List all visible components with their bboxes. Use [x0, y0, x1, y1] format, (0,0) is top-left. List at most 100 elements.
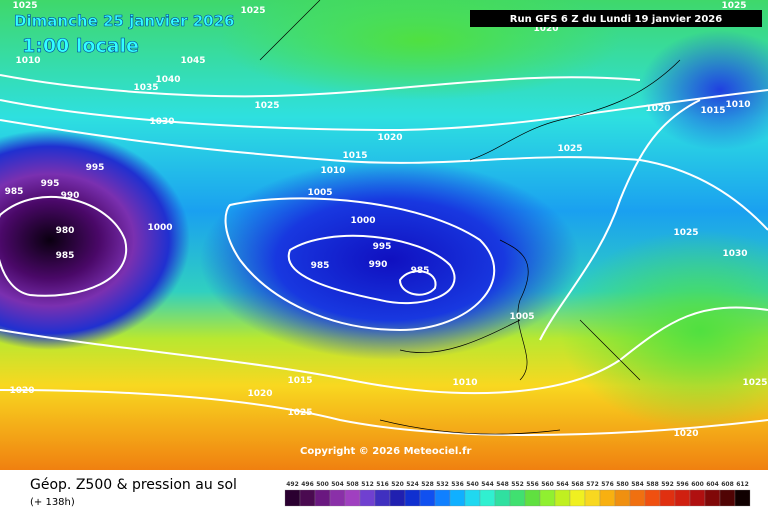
isobar-label: 1015: [700, 106, 725, 116]
color-scale: 492 496 500 504 508 512 516 520 524 528 532 536 540 5…: [284, 481, 751, 507]
scale-label: 592: [661, 481, 674, 488]
scale-swatch: [539, 489, 556, 507]
scale-swatch: [344, 489, 361, 507]
scale-swatch: [584, 489, 601, 507]
date: Dimanche 25 janvier 2026: [14, 12, 235, 30]
isobar-label: 1020: [673, 429, 698, 439]
scale-label: 556: [526, 481, 539, 488]
scale-label: 608: [721, 481, 734, 488]
scale-label: 496: [301, 481, 314, 488]
isobar-label: 985: [56, 251, 75, 261]
scale-swatch: [494, 489, 511, 507]
isobar-label: 985: [411, 266, 430, 276]
scale-label: 604: [706, 481, 719, 488]
scale-label: 596: [676, 481, 689, 488]
scale-swatch: [449, 489, 466, 507]
scale-label: 568: [571, 481, 584, 488]
field: [560, 230, 768, 430]
footer-title: Géop. Z500 & pression au sol: [30, 477, 237, 493]
scale-swatch: [599, 489, 616, 507]
isobar-label: 1010: [725, 100, 750, 110]
scale-swatch: [329, 489, 346, 507]
isobar-label: 1010: [320, 166, 345, 176]
scale-swatch: [629, 489, 646, 507]
scale-swatch: [614, 489, 631, 507]
isobar-label: 980: [56, 226, 75, 236]
scale-swatch: [434, 489, 451, 507]
scale-swatch: [509, 489, 526, 507]
isobar-label: 1000: [350, 216, 375, 226]
scale-swatch: [644, 489, 661, 507]
scale-swatch: [479, 489, 496, 507]
isobar-label: 1015: [342, 151, 367, 161]
scale-label: 588: [646, 481, 659, 488]
scale-label: 584: [631, 481, 644, 488]
scale-swatch: [704, 489, 721, 507]
scale-label: 580: [616, 481, 629, 488]
scale-swatch: [524, 489, 541, 507]
scale-swatch: [734, 489, 751, 507]
isobar-label: 1025: [673, 228, 698, 238]
scale-label: 540: [466, 481, 479, 488]
scale-swatch: [554, 489, 571, 507]
isobar-label: 1025: [721, 1, 746, 11]
isobar-label: 1030: [722, 249, 747, 259]
scale-swatch: [389, 489, 406, 507]
field: [200, 160, 580, 360]
run-info: Run GFS 6 Z du Lundi 19 janvier 2026: [510, 14, 722, 25]
copyright: Copyright © 2026 Meteociel.fr: [300, 446, 471, 457]
isobar-label: 1025: [742, 378, 767, 388]
isobar-label: 995: [86, 163, 105, 173]
isobar-label: 990: [61, 191, 80, 201]
isobar-label: 1025: [557, 144, 582, 154]
scale-swatch: [314, 489, 331, 507]
scale-swatch: [569, 489, 586, 507]
scale-label: 528: [421, 481, 434, 488]
scale-label: 492: [286, 481, 299, 488]
isobar-label: 1035: [133, 83, 158, 93]
isobar-label: 1025: [12, 1, 37, 11]
isobar-label: 1005: [307, 188, 332, 198]
coastlines: [259, 0, 681, 435]
isobar-label: 990: [369, 260, 388, 270]
scale-swatch: [719, 489, 736, 507]
scale-label: 572: [586, 481, 599, 488]
isobar-label: 1015: [287, 376, 312, 386]
scale-label: 536: [451, 481, 464, 488]
isobar-label: 1020: [247, 389, 272, 399]
scale-swatch: [419, 489, 436, 507]
scale-label: 500: [316, 481, 329, 488]
isobar-label: 1010: [452, 378, 477, 388]
scale-swatch: [374, 489, 391, 507]
scale-swatch: [689, 489, 706, 507]
isobar-label: 1000: [147, 223, 172, 233]
scale-label: 612: [736, 481, 749, 488]
isobar-label: 1010: [15, 56, 40, 66]
isobar-label: 1030: [149, 117, 174, 127]
scale-label: 560: [541, 481, 554, 488]
isobar-label: 1020: [645, 104, 670, 114]
isobar-label: 995: [373, 242, 392, 252]
scale-swatch: [359, 489, 376, 507]
field: [640, 30, 768, 150]
lead-time: (+ 138h): [30, 497, 75, 508]
scale-label: 524: [406, 481, 419, 488]
isobar-label: 1045: [180, 56, 205, 66]
isobar-label: 1025: [240, 6, 265, 16]
scale-swatch: [284, 489, 301, 507]
scale-label: 520: [391, 481, 404, 488]
isobar-label: 1020: [9, 386, 34, 396]
scale-label: 564: [556, 481, 569, 488]
scale-label: 504: [331, 481, 344, 488]
scale-label: 576: [601, 481, 614, 488]
local-time: 1:00 locale: [22, 35, 139, 57]
isobar-label: 1025: [254, 101, 279, 111]
scale-swatch: [464, 489, 481, 507]
isobar-label: 985: [5, 187, 24, 197]
scale-label: 532: [436, 481, 449, 488]
isobar-label: 1025: [287, 408, 312, 418]
isobars: [0, 74, 768, 436]
run-box: [470, 10, 762, 27]
